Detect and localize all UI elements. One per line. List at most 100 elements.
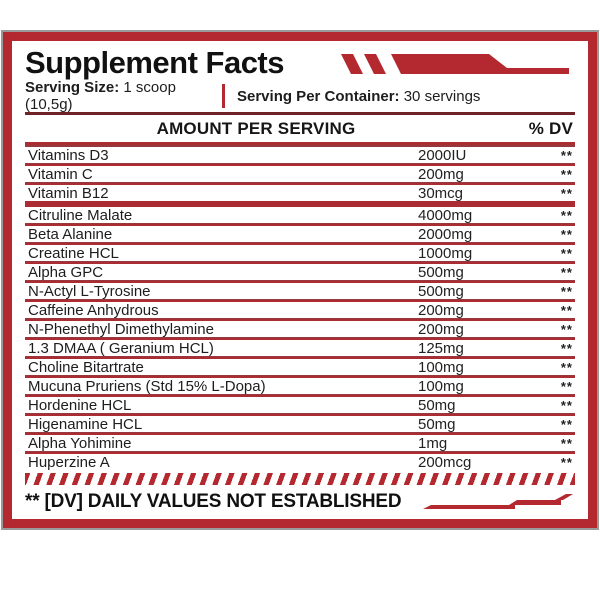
ingredient-dv: ** <box>560 360 573 375</box>
ingredient-amount: 200mcg <box>418 454 472 471</box>
ingredient-amount: 2000IU <box>418 147 467 164</box>
ingredient-name: N-Phenethyl Dimethylamine <box>28 321 214 338</box>
ingredient-name: Creatine HCL <box>28 245 119 262</box>
row-divider <box>25 432 575 435</box>
amount-per-serving-header: AMOUNT PER SERVING <box>156 119 356 138</box>
ingredient-dv: ** <box>560 379 573 394</box>
label-content: Supplement Facts Serving Size: 1 scoop (… <box>3 32 597 528</box>
ingredient-amount: 200mg <box>418 166 464 183</box>
ingredient-name: Citruline Malate <box>28 207 133 224</box>
ingredient-name: N-Actyl L-Tyrosine <box>28 283 151 300</box>
ingredient-amount: 4000mg <box>418 207 473 224</box>
ingredient-dv: ** <box>560 398 573 413</box>
ingredient-amount: 500mg <box>418 264 464 281</box>
ingredient-name: Beta Alanine <box>28 226 113 243</box>
ingredient-name: Alpha GPC <box>28 264 104 281</box>
row-divider <box>25 318 575 321</box>
ingredient-dv: ** <box>560 455 573 470</box>
ingredient-name: Mucuna Pruriens (Std 15% L-Dopa) <box>28 378 266 395</box>
table-row: Choline Bitartrate 100mg ** <box>25 359 575 376</box>
ingredient-name: Huperzine A <box>28 454 110 471</box>
table-row: Vitamins D3 2000IU ** <box>25 147 575 164</box>
row-divider <box>25 163 575 166</box>
ingredient-amount: 50mg <box>418 397 456 414</box>
serving-size-value: 1 scoop (10,5g) <box>25 79 176 113</box>
ingredient-dv: ** <box>560 322 573 337</box>
ingredient-amount: 50mg <box>418 416 456 433</box>
ingredient-name: Higenamine HCL <box>28 416 143 433</box>
dv-note: ** [DV] DAILY VALUES NOT ESTABLISHED <box>25 491 402 512</box>
ingredient-amount: 100mg <box>418 378 464 395</box>
servings-per-container: Serving Per Container: 30 servings <box>237 88 480 105</box>
hazard-stripes <box>25 473 575 485</box>
speed-stripes-icon <box>341 54 569 74</box>
table-row: Huperzine A 200mcg ** <box>25 454 575 471</box>
table-row: N-Phenethyl Dimethylamine 200mg ** <box>25 321 575 338</box>
table-row: Creatine HCL 1000mg ** <box>25 245 575 262</box>
row-divider <box>25 337 575 340</box>
header-divider <box>25 142 575 147</box>
row-divider <box>25 280 575 283</box>
table-row: Caffeine Anhydrous 200mg ** <box>25 302 575 319</box>
label-header: Supplement Facts <box>25 45 575 83</box>
ingredient-name: 1.3 DMAA ( Geranium HCL) <box>28 340 214 357</box>
ingredient-name: Vitamin B12 <box>28 185 109 202</box>
ingredient-dv: ** <box>560 148 573 163</box>
table-row: Alpha GPC 500mg ** <box>25 264 575 281</box>
table-row: Vitamin B12 30mcg ** <box>25 185 575 202</box>
ingredient-name: Vitamins D3 <box>28 147 109 164</box>
row-divider <box>25 261 575 264</box>
group-divider <box>25 201 575 207</box>
ingredient-amount: 30mcg <box>418 185 464 202</box>
dv-header: % DV <box>528 119 573 138</box>
ingredient-dv: ** <box>560 208 573 223</box>
serving-size: Serving Size: 1 scoop (10,5g) <box>25 79 222 113</box>
ingredient-amount: 500mg <box>418 283 464 300</box>
page-title: Supplement Facts <box>25 45 285 80</box>
row-divider <box>25 242 575 245</box>
ingredient-dv: ** <box>560 417 573 432</box>
table-row: Citruline Malate 4000mg ** <box>25 207 575 224</box>
table-row: 1.3 DMAA ( Geranium HCL) 125mg ** <box>25 340 575 357</box>
header-rule <box>25 112 575 115</box>
ingredient-name: Hordenine HCL <box>28 397 132 414</box>
ingredient-dv: ** <box>560 227 573 242</box>
ingredient-dv: ** <box>560 284 573 299</box>
ingredient-amount: 2000mg <box>418 226 473 243</box>
ingredient-amount: 200mg <box>418 302 464 319</box>
ingredient-name: Vitamin C <box>28 166 93 183</box>
supplement-label: Supplement Facts Serving Size: 1 scoop (… <box>1 30 599 530</box>
table-row: N-Actyl L-Tyrosine 500mg ** <box>25 283 575 300</box>
ingredient-dv: ** <box>560 303 573 318</box>
table-row: Alpha Yohimine 1mg ** <box>25 435 575 452</box>
ingredient-dv: ** <box>560 167 573 182</box>
ingredient-name: Caffeine Anhydrous <box>28 302 159 319</box>
table-row: Mucuna Pruriens (Std 15% L-Dopa) 100mg ** <box>25 378 575 395</box>
container-value: 30 servings <box>403 87 481 105</box>
serving-size-label: Serving Size: <box>25 79 120 96</box>
ingredient-amount: 1mg <box>418 435 448 452</box>
row-divider <box>25 451 575 454</box>
ingredient-amount: 1000mg <box>418 245 473 262</box>
serving-divider <box>222 84 225 108</box>
table-row: Hordenine HCL 50mg ** <box>25 397 575 414</box>
ingredient-amount: 125mg <box>418 340 464 357</box>
ingredient-name: Choline Bitartrate <box>28 359 144 376</box>
row-divider <box>25 394 575 397</box>
ingredient-dv: ** <box>560 341 573 356</box>
ingredient-dv: ** <box>560 186 573 201</box>
table-row: Vitamin C 200mg ** <box>25 166 575 183</box>
table-row: Beta Alanine 2000mg ** <box>25 226 575 243</box>
serving-info: Serving Size: 1 scoop (10,5g) Serving Pe… <box>25 79 575 113</box>
swoosh-icon <box>423 494 573 509</box>
row-divider <box>25 375 575 378</box>
row-divider <box>25 182 575 185</box>
ingredient-amount: 100mg <box>418 359 464 376</box>
column-headers: AMOUNT PER SERVING % DV <box>25 115 575 142</box>
row-divider <box>25 413 575 416</box>
row-divider <box>25 299 575 302</box>
ingredient-dv: ** <box>560 246 573 261</box>
facts-rows: Vitamins D3 2000IU ** Vitamin C 200mg ** Vitam… <box>25 147 575 471</box>
ingredient-name: Alpha Yohimine <box>28 435 132 452</box>
ingredient-dv: ** <box>560 436 573 451</box>
